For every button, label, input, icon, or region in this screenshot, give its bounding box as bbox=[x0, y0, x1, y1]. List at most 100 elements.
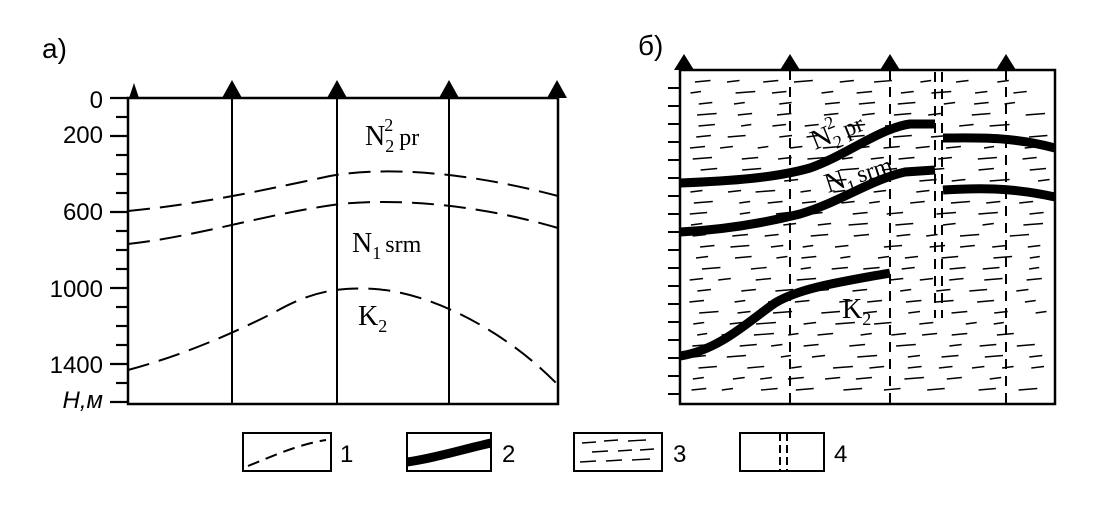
formation-label-bottom: K2 bbox=[358, 301, 387, 336]
hatch-dash bbox=[735, 90, 756, 94]
hatch-dash bbox=[737, 112, 753, 116]
hatch-dash bbox=[984, 354, 1004, 358]
hatch-dash bbox=[697, 112, 717, 116]
hatch-dash bbox=[986, 200, 1001, 204]
hatch-dash bbox=[700, 244, 715, 248]
hatch-dash bbox=[841, 156, 853, 160]
hatch-dash bbox=[982, 266, 1000, 270]
hatch-dash bbox=[794, 299, 810, 303]
hatch-dash bbox=[857, 354, 878, 358]
hatch-dash bbox=[946, 145, 961, 149]
hatch-dash bbox=[824, 101, 840, 105]
hatch-dash bbox=[693, 321, 705, 325]
hatch-dash bbox=[920, 79, 932, 83]
hatch-dash bbox=[780, 354, 792, 358]
hatch-dash bbox=[692, 156, 713, 160]
hatch-dash bbox=[936, 211, 957, 215]
hatch-dash bbox=[877, 255, 890, 259]
thick-line-icon bbox=[406, 438, 492, 467]
hatch-dash bbox=[1029, 134, 1048, 138]
horizon-middle-left bbox=[679, 165, 936, 237]
hatch-dash bbox=[1028, 266, 1040, 270]
hatch-dash bbox=[689, 277, 704, 281]
hatch-dash bbox=[695, 255, 709, 259]
hatch-dash bbox=[804, 123, 819, 127]
hatch-dash bbox=[835, 321, 855, 325]
hatch-dash bbox=[1002, 365, 1014, 369]
panel-b-frame bbox=[678, 68, 1057, 406]
hatch-dash bbox=[874, 79, 892, 83]
hatch-dash bbox=[992, 244, 1008, 248]
hatch-dash bbox=[984, 277, 1003, 281]
hatch-dash bbox=[997, 79, 1009, 83]
panel-b-fault bbox=[934, 72, 943, 318]
hatch-dash bbox=[755, 189, 776, 193]
well-marker-icon bbox=[129, 83, 139, 98]
hatch-dash bbox=[771, 90, 787, 94]
hatch-dash bbox=[883, 387, 901, 391]
panel-a-well-markers bbox=[129, 80, 567, 98]
hatch-dash bbox=[801, 255, 817, 259]
hatch-dash bbox=[943, 101, 956, 105]
hatch-dash bbox=[833, 189, 846, 193]
hatch-dash bbox=[935, 299, 954, 303]
boundary-bottom bbox=[127, 287, 559, 386]
hatch-dash bbox=[941, 354, 959, 358]
hatch-dash bbox=[856, 90, 873, 94]
well-marker-icon bbox=[996, 54, 1016, 70]
hatch-dash bbox=[889, 277, 904, 281]
hatch-dash bbox=[740, 123, 752, 127]
hatch-dash bbox=[727, 189, 742, 193]
hatch-dash bbox=[896, 233, 911, 237]
hatch-dash bbox=[760, 376, 772, 380]
hatch-dash bbox=[753, 332, 774, 336]
hatch-dash bbox=[971, 365, 985, 369]
legend-item-dashed-line: 1 bbox=[242, 432, 353, 472]
depth-tick-label: 1000 bbox=[50, 276, 103, 303]
depth-tick-label: 1400 bbox=[50, 352, 103, 379]
hatch-dash bbox=[847, 134, 865, 138]
depth-tick-label: 600 bbox=[63, 199, 103, 226]
hatch-dash bbox=[908, 310, 921, 314]
formation-label-top-b: N22pr bbox=[804, 102, 870, 160]
hatch-dash bbox=[938, 365, 953, 369]
hatch-dash bbox=[689, 211, 708, 215]
hatch-dash bbox=[896, 343, 916, 347]
hatch-dash bbox=[697, 288, 712, 292]
hatch-dash bbox=[946, 376, 962, 380]
well-marker-icon bbox=[780, 54, 800, 70]
panel-a-boundaries bbox=[127, 170, 559, 386]
hatch-dash bbox=[726, 79, 740, 83]
hatch-dash bbox=[858, 101, 876, 105]
hatch-dash bbox=[696, 134, 711, 138]
hatch-dash bbox=[873, 189, 887, 193]
double-vertical-line-icon bbox=[779, 433, 788, 471]
hatch-dash bbox=[737, 310, 751, 314]
hatch-dash bbox=[919, 178, 937, 182]
hatch-dash bbox=[726, 354, 747, 358]
hatch-dash bbox=[698, 123, 715, 127]
hatch-dash bbox=[817, 222, 832, 226]
hatch-dash bbox=[741, 288, 756, 292]
hatch-dash bbox=[839, 79, 854, 83]
hatch-dash bbox=[941, 255, 959, 259]
hatch-dash bbox=[978, 387, 996, 391]
hatch-dash bbox=[755, 277, 772, 281]
hatch-dash bbox=[982, 222, 994, 226]
hatch-dash bbox=[1018, 387, 1038, 391]
hatch-dash bbox=[772, 123, 787, 127]
hatch-dash bbox=[919, 277, 934, 281]
hatch-dash bbox=[1029, 167, 1047, 171]
hatch-dash bbox=[742, 167, 762, 171]
boundary-middle bbox=[127, 200, 559, 245]
hatch-dash bbox=[900, 288, 912, 292]
hatch-dash bbox=[747, 365, 765, 369]
hatch-dash bbox=[891, 332, 907, 336]
hatch-dash bbox=[855, 376, 872, 380]
hatch-dash bbox=[721, 387, 734, 391]
hatch-dash bbox=[949, 343, 962, 347]
hatch-dash bbox=[897, 101, 916, 105]
hatch-dash bbox=[910, 200, 925, 204]
hatch-dash bbox=[849, 343, 866, 347]
